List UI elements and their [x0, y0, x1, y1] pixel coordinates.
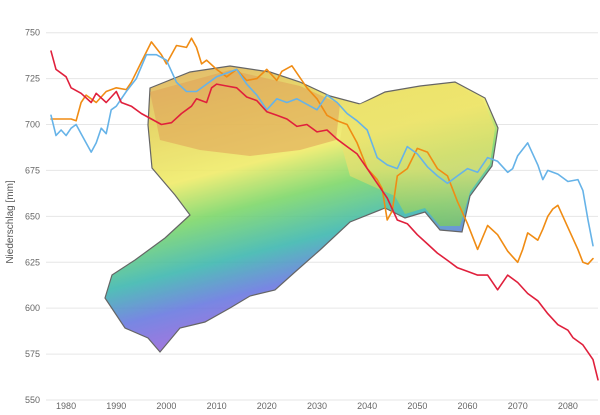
y-tick-label: 675	[25, 165, 40, 175]
series-line-1	[50, 37, 594, 265]
y-tick-label: 600	[25, 303, 40, 313]
x-tick-label: 2030	[307, 401, 327, 411]
y-tick-label: 650	[25, 211, 40, 221]
y-tick-label: 700	[25, 120, 40, 130]
x-tick-label: 2050	[407, 401, 427, 411]
y-tick-label: 750	[25, 28, 40, 38]
series-line-3	[50, 50, 599, 381]
x-tick-label: 2000	[156, 401, 176, 411]
y-tick-label: 575	[25, 349, 40, 359]
x-tick-label: 1990	[106, 401, 126, 411]
data-series	[50, 37, 599, 381]
x-tick-label: 2010	[207, 401, 227, 411]
x-tick-label: 2040	[357, 401, 377, 411]
y-tick-label: 550	[25, 395, 40, 405]
x-tick-label: 2080	[558, 401, 578, 411]
series-line-2	[50, 53, 594, 247]
y-tick-label: 625	[25, 257, 40, 267]
y-axis-label: Niederschlag [mm]	[5, 180, 16, 264]
saxony-precipitation-map	[104, 65, 499, 353]
x-tick-label: 2070	[508, 401, 528, 411]
x-tick-label: 1980	[56, 401, 76, 411]
x-tick-label: 2060	[458, 401, 478, 411]
x-tick-label: 2020	[257, 401, 277, 411]
axes: 550 575 600 625 650 675 700 725 750 1980 1990 2000 2…	[25, 28, 578, 411]
y-tick-label: 725	[25, 74, 40, 84]
